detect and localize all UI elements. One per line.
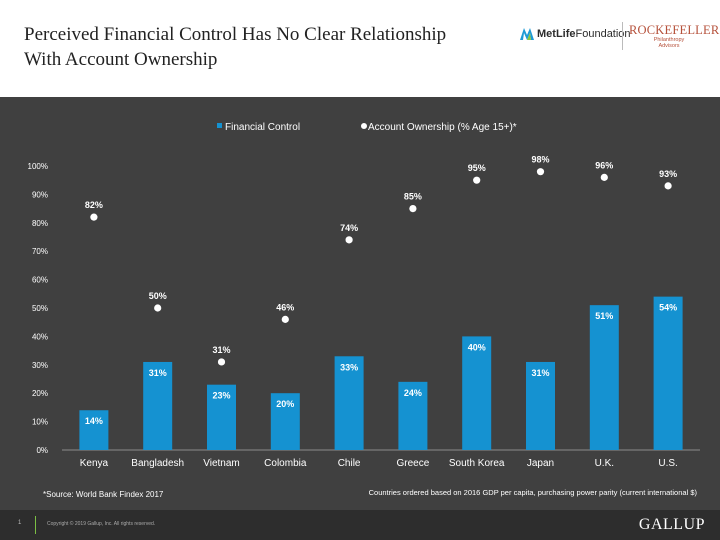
bar xyxy=(589,305,619,450)
bar xyxy=(462,336,492,450)
scatter-point xyxy=(409,205,417,213)
scatter-point xyxy=(154,304,162,312)
point-data-label: 85% xyxy=(404,192,422,202)
x-tick-label: South Korea xyxy=(449,458,505,469)
rockefeller-logo-name: ROCKEFELLER xyxy=(629,23,720,37)
point-data-label: 98% xyxy=(531,155,549,165)
scatter-point xyxy=(473,176,481,184)
metlife-logo-name: MetLife xyxy=(537,28,576,40)
page-title: Perceived Financial Control Has No Clear… xyxy=(24,22,504,72)
rockefeller-philanthropy-logo: ROCKEFELLER Philanthropy Advisors xyxy=(629,23,720,50)
chart-legend: Financial Control Account Ownership (% A… xyxy=(217,122,517,133)
title-line-1: Perceived Financial Control Has No Clear… xyxy=(24,24,447,45)
point-data-label: 96% xyxy=(595,160,613,170)
metlife-logo-suffix: Foundation xyxy=(575,28,631,40)
legend-label-financial-control: Financial Control xyxy=(225,122,300,133)
bar-data-label: 54% xyxy=(659,303,677,313)
bar-data-label: 24% xyxy=(404,388,422,398)
legend-marker-account-ownership xyxy=(361,123,367,129)
scatter-point xyxy=(536,168,545,176)
bar xyxy=(207,384,236,450)
y-axis: 0% 10% 20% 30% 40% 50% 60% 70% 80% 90% 100% xyxy=(28,162,48,455)
order-note: Countries ordered based on 2016 GDP per … xyxy=(369,488,698,497)
gallup-logo: GALLUP xyxy=(638,516,705,533)
point-data-label: 50% xyxy=(149,291,167,301)
copyright-text: Copyright © 2019 Gallup, Inc. All rights… xyxy=(47,521,156,527)
scatter-point xyxy=(90,213,98,221)
metlife-logo-icon xyxy=(520,28,534,40)
y-tick-label: 10% xyxy=(32,418,48,427)
y-tick-label: 30% xyxy=(32,361,48,370)
page-number: 1 xyxy=(18,520,22,526)
bar xyxy=(79,410,109,450)
bar-series-financial-control: 14% 31% 23% 20% 33% 24% 40% 31% 51% 54% xyxy=(79,296,683,450)
bar-data-label: 20% xyxy=(276,399,294,409)
bar xyxy=(143,361,173,450)
footer-accent-line xyxy=(35,516,36,534)
point-data-label: 82% xyxy=(85,200,103,210)
y-tick-label: 50% xyxy=(32,304,48,313)
slide-footer: 1 Copyright © 2019 Gallup, Inc. All righ… xyxy=(0,510,720,540)
x-tick-label: Japan xyxy=(527,458,554,469)
y-tick-label: 20% xyxy=(32,389,48,398)
x-tick-label: Vietnam xyxy=(203,458,240,469)
scatter-point xyxy=(217,358,226,366)
combo-chart: Financial Control Account Ownership (% A… xyxy=(28,122,700,499)
y-tick-label: 100% xyxy=(28,162,48,171)
x-tick-label: Kenya xyxy=(80,458,109,469)
bar xyxy=(334,356,364,450)
bar-data-label: 31% xyxy=(531,368,549,378)
bar-data-label: 14% xyxy=(85,416,103,426)
bar xyxy=(398,381,428,450)
x-tick-label: Chile xyxy=(338,458,361,469)
x-tick-label: U.K. xyxy=(595,458,614,469)
y-tick-label: 40% xyxy=(32,332,48,341)
bar xyxy=(653,296,683,450)
metlife-foundation-logo: MetLife Foundation xyxy=(520,26,631,42)
bar-data-label: 33% xyxy=(340,362,358,372)
point-data-label: 46% xyxy=(276,302,294,312)
scatter-series-account-ownership: 82% 50% 31% 46% 74% 85% 95% 98% 96% 93% xyxy=(85,155,677,366)
bar xyxy=(270,393,300,450)
x-tick-label: Colombia xyxy=(264,458,307,469)
scatter-point xyxy=(281,315,289,323)
slide-header: Perceived Financial Control Has No Clear… xyxy=(0,0,720,97)
point-data-label: 93% xyxy=(659,169,677,179)
rockefeller-logo-sub2: Advisors xyxy=(658,43,680,49)
scatter-point xyxy=(664,182,672,190)
bar-data-label: 31% xyxy=(149,368,167,378)
bar-data-label: 23% xyxy=(212,391,230,401)
y-tick-label: 70% xyxy=(32,247,48,256)
chart-panel: Financial Control Account Ownership (% A… xyxy=(0,97,720,510)
legend-label-account-ownership: Account Ownership (% Age 15+)* xyxy=(368,122,517,133)
source-note: *Source: World Bank Findex 2017 xyxy=(43,490,164,499)
bar xyxy=(526,361,555,450)
y-tick-label: 60% xyxy=(32,276,48,285)
y-tick-label: 90% xyxy=(32,190,48,199)
scatter-point xyxy=(345,236,353,244)
title-line-2: With Account Ownership xyxy=(24,49,218,70)
bar-data-label: 40% xyxy=(468,342,486,352)
x-axis: Kenya Bangladesh Vietnam Colombia Chile Greec… xyxy=(80,458,678,469)
point-data-label: 74% xyxy=(340,223,358,233)
bar-data-label: 51% xyxy=(595,311,613,321)
scatter-point xyxy=(600,173,608,181)
point-data-label: 31% xyxy=(212,345,230,355)
logo-divider xyxy=(622,22,623,50)
point-data-label: 95% xyxy=(468,163,486,173)
legend-swatch-financial-control xyxy=(217,123,222,128)
x-tick-label: U.S. xyxy=(658,458,677,469)
y-tick-label: 0% xyxy=(36,446,48,455)
x-tick-label: Greece xyxy=(397,458,430,469)
x-tick-label: Bangladesh xyxy=(131,458,184,469)
y-tick-label: 80% xyxy=(32,219,48,228)
rockefeller-logo-sub1: Philanthropy xyxy=(653,37,685,43)
